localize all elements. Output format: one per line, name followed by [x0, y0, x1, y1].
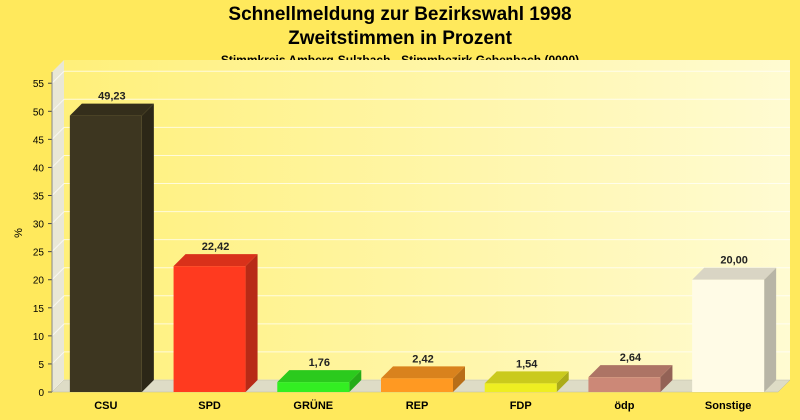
bar-value-label: 1,54	[516, 358, 538, 370]
bar-value-label: 49,23	[98, 91, 126, 103]
y-tick-label: 0	[38, 388, 44, 399]
y-tick-label: 55	[33, 79, 45, 90]
bar-top	[381, 366, 465, 379]
bar	[484, 383, 557, 392]
bar-top	[69, 103, 154, 116]
bar-top	[588, 365, 673, 378]
bar-side	[660, 365, 673, 392]
gridline-side	[51, 183, 65, 196]
bar-value-label: 2,64	[620, 352, 642, 364]
y-tick-label: 50	[33, 107, 45, 118]
gridline-side	[51, 267, 65, 281]
bar-top	[173, 254, 258, 267]
y-tick-label: 30	[33, 220, 45, 231]
y-tick-label: 40	[33, 163, 45, 174]
bar-top	[277, 370, 362, 383]
gridline-side	[51, 239, 65, 253]
y-tick-label: 10	[33, 332, 45, 343]
plot-side-wall	[52, 60, 64, 392]
x-tick-label: FDP	[510, 400, 532, 412]
bar-side	[245, 254, 258, 392]
gridline-side	[51, 323, 65, 337]
bar	[277, 382, 350, 392]
x-tick-label: SPD	[198, 400, 221, 412]
y-tick-label: 15	[33, 304, 45, 315]
bar-top	[692, 267, 777, 280]
bar	[588, 377, 661, 392]
bar-side	[453, 366, 465, 392]
bar-value-label: 20,00	[720, 255, 748, 267]
y-tick-label: 20	[33, 276, 45, 287]
bar-value-label: 22,42	[202, 241, 230, 253]
gridline-side	[51, 70, 65, 84]
bar-side	[141, 103, 154, 392]
gridline-side	[51, 351, 65, 365]
x-tick-label: CSU	[94, 400, 117, 412]
gridline-side	[51, 155, 65, 168]
x-tick-label: GRÜNE	[293, 399, 333, 412]
bar-side	[349, 370, 362, 392]
bar-value-label: 2,42	[412, 353, 433, 365]
gridline-side	[51, 295, 65, 309]
y-tick-label: 35	[33, 192, 45, 203]
y-axis-label: %	[13, 228, 25, 238]
bar	[173, 266, 246, 392]
gridline-side	[51, 211, 65, 224]
y-tick-label: 5	[38, 360, 44, 371]
bar-side	[556, 371, 569, 392]
bar-top	[484, 371, 569, 384]
chart-title: Schnellmeldung zur Bezirkswahl 1998	[228, 4, 572, 25]
plot-background	[64, 60, 790, 380]
bar-side	[764, 267, 777, 392]
x-tick-label: REP	[406, 400, 429, 412]
x-tick-label: Sonstige	[705, 400, 751, 412]
bar	[69, 115, 142, 392]
chart-subtitle: Zweitstimmen in Prozent	[288, 28, 512, 49]
y-tick-label: 45	[33, 135, 45, 146]
x-tick-label: ödp	[614, 400, 634, 412]
gridline-side	[51, 127, 65, 140]
bar-value-label: 1,76	[309, 357, 330, 369]
bar	[692, 279, 765, 392]
bar	[381, 378, 453, 392]
gridline-side	[51, 98, 65, 112]
y-tick-label: 25	[33, 248, 45, 259]
